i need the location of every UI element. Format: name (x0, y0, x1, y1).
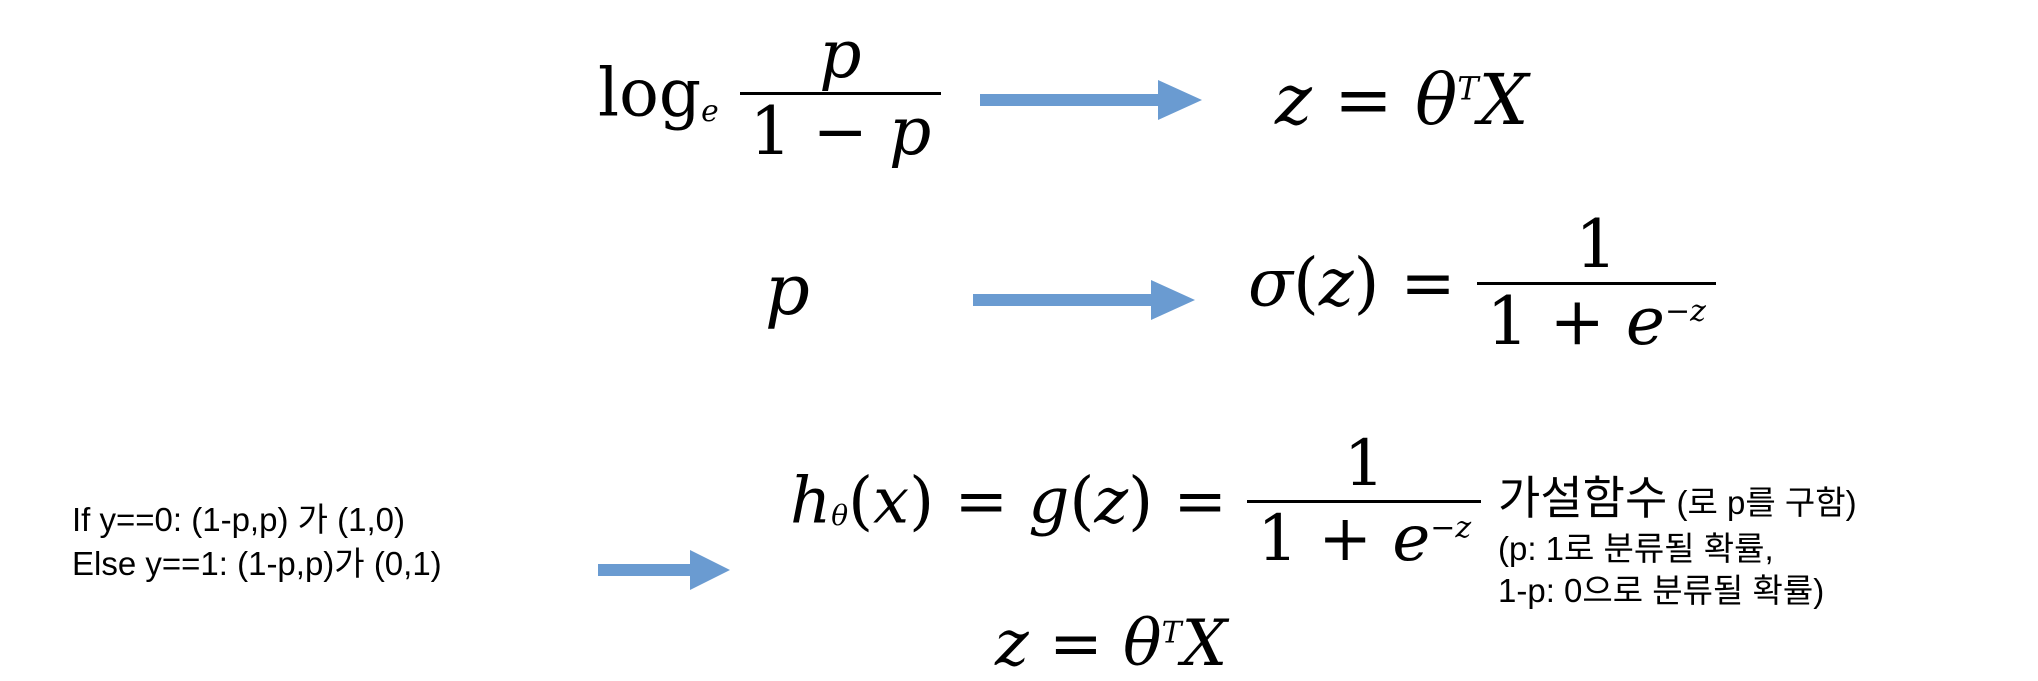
log-base: e (701, 93, 719, 129)
odds-fraction: p 1 − p (739, 16, 942, 170)
probability-p: p (765, 249, 810, 331)
condition-line-2: Else y==1: (1-p,p)가 (0,1) (72, 545, 442, 582)
fraction-bar (1476, 282, 1716, 285)
fraction-bar (1247, 500, 1482, 503)
hypothesis-label: 가설함수 (로 p를 구함) (1498, 462, 1857, 528)
condition-text: If y==0: (1-p,p) 가 (1,0) Else y==1: (1-p… (72, 498, 442, 586)
fraction-bar (739, 92, 942, 95)
condition-line-1: If y==0: (1-p,p) 가 (1,0) (72, 501, 405, 538)
linear-combination: z = θTX (1275, 59, 1529, 141)
arrow-right-icon (598, 550, 730, 590)
probability-note: (p: 1로 분류될 확률, 1-p: 0으로 분류될 확률) (1498, 528, 1824, 612)
arrow-right-icon (980, 80, 1202, 120)
sigmoid-fraction: 1 1 + e−z (1476, 212, 1716, 355)
hypothesis-expression: hθ(x) = g(z) = 1 1 + e−z (790, 432, 1482, 571)
linear-combination-repeat: z = θTX (995, 607, 1228, 681)
probability-note-line-2: 1-p: 0으로 분류될 확률) (1498, 572, 1825, 609)
hypothesis-label-rest: (로 p를 구함) (1667, 484, 1857, 521)
probability-note-line-1: (p: 1로 분류될 확률, (1498, 530, 1774, 567)
odds-numerator: p (819, 16, 862, 93)
arrow-right-icon (973, 280, 1195, 320)
log-odds-expression: loge p 1 − p (598, 16, 942, 170)
hypothesis-fraction: 1 1 + e−z (1247, 432, 1482, 571)
odds-denominator: 1 − p (749, 93, 932, 170)
log-symbol: log (598, 54, 702, 132)
sigmoid-expression: σ(z) = 1 1 + e−z (1248, 212, 1716, 355)
hypothesis-label-main: 가설함수 (1498, 471, 1668, 525)
